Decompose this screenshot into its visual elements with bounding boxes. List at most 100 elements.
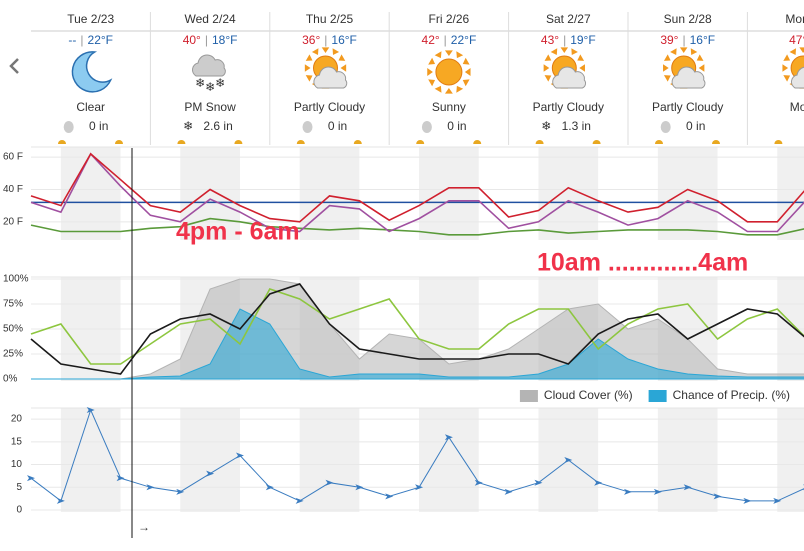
sun-ray [544, 54, 552, 61]
wind-marker [474, 479, 483, 486]
y-tick-label: 40 F [3, 184, 23, 195]
sun-ray [305, 54, 313, 61]
temps: 43° | 19°F [541, 33, 596, 47]
cloud [791, 66, 804, 89]
night-band [657, 408, 718, 512]
day-label: Mon 3/1 [785, 12, 804, 26]
snowflake: ❄ [205, 80, 215, 94]
condition: Partly Cloudy [294, 100, 365, 114]
sun-marker [416, 140, 425, 144]
line [30, 288, 804, 365]
legend-swatch [519, 390, 538, 402]
sun-ray [340, 64, 347, 72]
sun-ray [427, 68, 433, 76]
day-label: Sat 2/27 [546, 12, 591, 26]
wind-marker [235, 452, 244, 459]
wind-marker [564, 457, 573, 463]
precip-amount: 2.6 in [203, 119, 232, 133]
drop-icon [63, 121, 74, 133]
sun-marker [58, 140, 66, 144]
wind-marker [146, 484, 155, 491]
line [30, 152, 804, 233]
wind-marker [534, 479, 543, 486]
cursor-arrow: → [138, 520, 150, 534]
sun-marker [473, 140, 482, 144]
sun-ray [789, 48, 797, 56]
wind-marker [265, 484, 274, 491]
moon [71, 51, 113, 93]
condition: Sunny [432, 100, 466, 114]
sun-marker [234, 140, 243, 144]
drop-icon [660, 121, 671, 133]
separator: | [324, 33, 327, 47]
sun-marker [655, 140, 663, 144]
precip-amount: 0 in [328, 119, 347, 133]
sun-ray [783, 75, 791, 82]
y-tick-label: 10 [11, 459, 23, 470]
area [31, 308, 804, 380]
sun-ray [690, 48, 698, 56]
sun-marker [592, 140, 601, 144]
wind-marker [444, 434, 453, 441]
low-temp: 18°F [212, 33, 237, 47]
sun-marker [535, 140, 544, 144]
snowflake: ❄ [195, 76, 205, 90]
y-tick-label: 0% [3, 374, 18, 385]
condition: Partly Cloudy [533, 100, 604, 114]
separator: | [563, 33, 566, 47]
legend-swatch [648, 390, 667, 402]
night-band [777, 408, 804, 512]
precip-amount: 0 in [447, 119, 466, 133]
night-band [657, 147, 718, 240]
sun-ray [462, 79, 470, 87]
wind-marker [116, 475, 125, 482]
condition: PM Snow [184, 100, 236, 114]
sun-ray [696, 54, 704, 61]
snowflake: ❄ [215, 76, 225, 90]
sun-ray [543, 64, 550, 72]
sun-ray [663, 64, 669, 72]
sun-marker [177, 140, 186, 144]
temps: -- | 22°F [68, 33, 113, 47]
sun-ray [444, 88, 453, 94]
wind-marker [86, 407, 95, 413]
separator: | [444, 33, 447, 47]
high-temp: 36° [302, 33, 320, 47]
night-band [419, 147, 479, 240]
annotation: 10am .............4am [537, 249, 748, 277]
wind-marker [415, 484, 424, 491]
condition: Mostly [790, 100, 804, 114]
sun-ray [462, 57, 470, 65]
cloud [671, 66, 706, 89]
line [30, 152, 804, 223]
temps: 42° | 22°F [422, 33, 477, 47]
content-layer: Tue 2/23 -- | 22°F Clear 0 in Wed 2/24 40° | 18°F… [3, 12, 804, 516]
cloud [552, 66, 587, 89]
y-tick-label: 75% [3, 299, 23, 310]
sun-ray [311, 48, 319, 56]
sun-marker [774, 140, 783, 144]
wind-marker [773, 497, 782, 504]
y-tick-label: 20 [11, 414, 23, 425]
low-temp: 22°F [451, 33, 476, 47]
condition: Partly Cloudy [652, 100, 723, 114]
wind-marker [713, 493, 722, 500]
day-label: Tue 2/23 [67, 12, 114, 26]
night-band [60, 408, 121, 512]
day-label: Wed 2/24 [185, 12, 236, 26]
high-temp: 47° [789, 33, 804, 47]
wind-marker [176, 488, 185, 495]
wind-marker [653, 488, 662, 495]
line [30, 217, 804, 236]
wind-marker [27, 475, 35, 482]
night-band [299, 147, 360, 240]
y-tick-label: 15 [11, 436, 23, 447]
high-temp: 43° [541, 33, 559, 47]
prev-arrow[interactable] [9, 58, 19, 74]
drop-icon [421, 121, 432, 133]
temps: 40° | 18°F [183, 33, 238, 47]
wind-marker [56, 497, 65, 504]
low-temp: 19°F [570, 33, 595, 47]
temps: 36° | 16°F [302, 33, 357, 47]
